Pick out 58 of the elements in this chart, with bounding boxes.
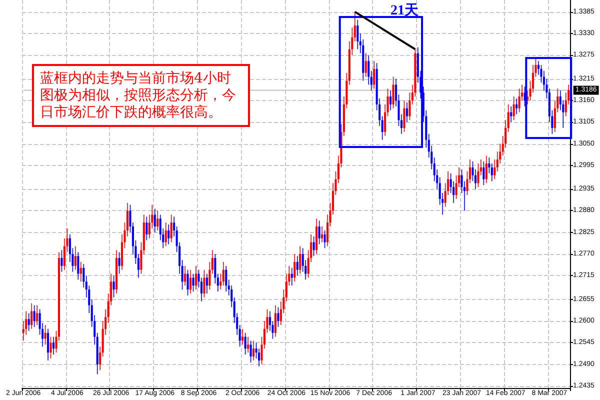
candlestick — [77, 252, 80, 280]
candlestick — [294, 254, 296, 282]
candlestick — [30, 302, 33, 330]
candlestick — [206, 273, 208, 294]
candlestick — [252, 340, 255, 361]
candlestick — [222, 262, 224, 286]
candlestick — [244, 332, 246, 355]
candlestick — [60, 250, 63, 272]
candlestick — [390, 90, 392, 111]
candlestick — [225, 265, 228, 292]
candlestick — [373, 60, 376, 90]
candlestick — [189, 269, 192, 294]
candlestick — [512, 96, 515, 121]
candlestick — [364, 52, 367, 78]
candlestick — [164, 222, 167, 247]
candlestick — [299, 246, 302, 274]
candlestick — [403, 100, 406, 132]
candlestick — [274, 304, 276, 338]
candlestick — [146, 216, 148, 241]
candlestick — [33, 304, 36, 328]
candlestick — [80, 262, 82, 282]
candlestick — [112, 275, 115, 298]
candlestick — [118, 252, 120, 274]
candlestick — [194, 265, 198, 290]
candlestick — [36, 304, 38, 326]
candlestick — [324, 230, 326, 249]
candlestick — [250, 340, 252, 363]
candlestick — [47, 328, 50, 361]
candlestick — [247, 336, 250, 353]
candlestick — [316, 218, 318, 254]
candlestick — [296, 256, 298, 276]
candlestick — [203, 269, 206, 298]
candlestick — [170, 214, 172, 243]
candlestick — [186, 269, 189, 296]
candlestick — [485, 155, 488, 184]
candlestick — [321, 226, 324, 243]
candlestick — [392, 76, 394, 109]
candlestick — [168, 224, 170, 245]
annotation: 蓝框内的走势与当前市场4小时图极为相似，按照形态分析，今日市场汇价下跌的概率很高。 — [40, 70, 236, 120]
annotation: 21天 — [390, 2, 420, 18]
candlestick — [477, 163, 480, 188]
candlestick — [156, 210, 159, 231]
candlestick — [74, 246, 76, 270]
candlestick — [154, 208, 156, 233]
candlestick — [482, 161, 485, 186]
candlestick — [52, 336, 55, 355]
candlestick — [318, 220, 320, 245]
candlestick — [312, 236, 315, 256]
candlestick — [184, 265, 186, 286]
candlestick — [50, 336, 52, 359]
candlestick — [277, 306, 280, 328]
candlestick — [44, 324, 46, 346]
candlestick — [356, 19, 359, 50]
candlestick — [516, 98, 518, 115]
candlestick — [28, 312, 30, 332]
candlestick — [192, 273, 194, 292]
candlestick — [518, 88, 520, 113]
candlestick — [406, 102, 408, 123]
